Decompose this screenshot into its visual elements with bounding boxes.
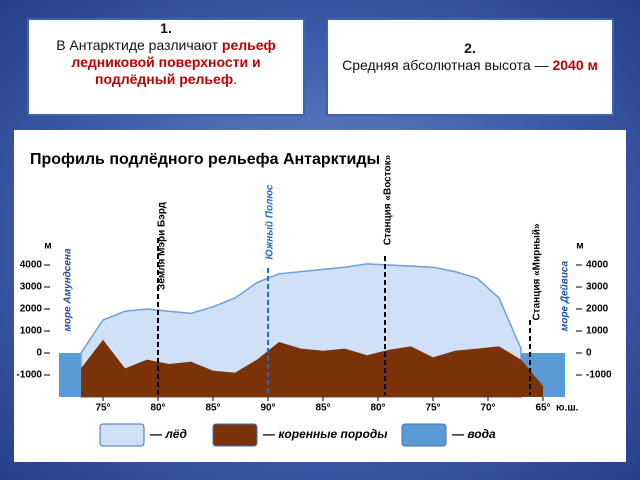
y-tick-label: -1000 [16, 370, 42, 381]
legend-swatch [212, 423, 258, 447]
info-box: 1. В Антарктиде различают рельеф леднико… [27, 18, 305, 116]
box-highlight: рельеф ледниковой поверхности и подлёдны… [71, 37, 276, 87]
y-tick-label: 4000 [20, 260, 43, 271]
x-tick-label: 90° [260, 403, 275, 414]
legend-label: — вода [451, 427, 496, 441]
y-tick-label: 3000 [20, 282, 43, 293]
y-tick-label: 1000 [586, 326, 609, 337]
legend-label: — лёд [149, 427, 187, 441]
x-axis-label: ю.ш. [556, 403, 579, 414]
y-axis-label: м [44, 241, 51, 252]
legend-swatch [401, 423, 447, 447]
box-text: Средняя абсолютная высота — [342, 57, 553, 73]
legend-label: — коренные породы [262, 427, 388, 441]
annotation: Станция «Восток» [383, 154, 394, 245]
x-tick-label: 85° [315, 403, 330, 414]
box-number: 1. [160, 20, 172, 36]
y-axis-label: м [576, 241, 583, 252]
annotation: море Дейвиса [560, 261, 571, 332]
y-tick-label: 2000 [586, 304, 609, 315]
y-tick-label: 1000 [20, 326, 43, 337]
x-tick-label: 75° [95, 403, 110, 414]
info-box: 2. Средняя абсолютная высота — 2040 м [326, 18, 614, 116]
y-tick-label: 0 [36, 348, 42, 359]
x-tick-label: 70° [480, 403, 495, 414]
y-tick-label: 4000 [586, 260, 609, 271]
box-highlight: 2040 м [552, 57, 598, 73]
y-tick-label: 0 [586, 348, 592, 359]
box-tail: . [233, 71, 237, 87]
y-tick-label: 3000 [586, 282, 609, 293]
chart-title: Профиль подлёдного рельефа Антарктиды [30, 151, 380, 168]
annotation: Станция «Мирный» [532, 223, 543, 321]
y-tick-label: 2000 [20, 304, 43, 315]
legend-swatch [99, 423, 145, 447]
box-number: 2. [464, 40, 476, 56]
annotation: Земля Мэри Бэрд [157, 201, 168, 290]
x-tick-label: 80° [370, 403, 385, 414]
annotation: Южный Полюс [265, 184, 276, 259]
y-tick-label: -1000 [586, 370, 612, 381]
x-tick-label: 65° [535, 403, 550, 414]
x-tick-label: 80° [150, 403, 165, 414]
x-tick-label: 85° [205, 403, 220, 414]
box-text: В Антарктиде различают [56, 37, 222, 53]
x-tick-label: 75° [425, 403, 440, 414]
area [81, 339, 543, 397]
annotation: море Амундсена [63, 248, 74, 332]
